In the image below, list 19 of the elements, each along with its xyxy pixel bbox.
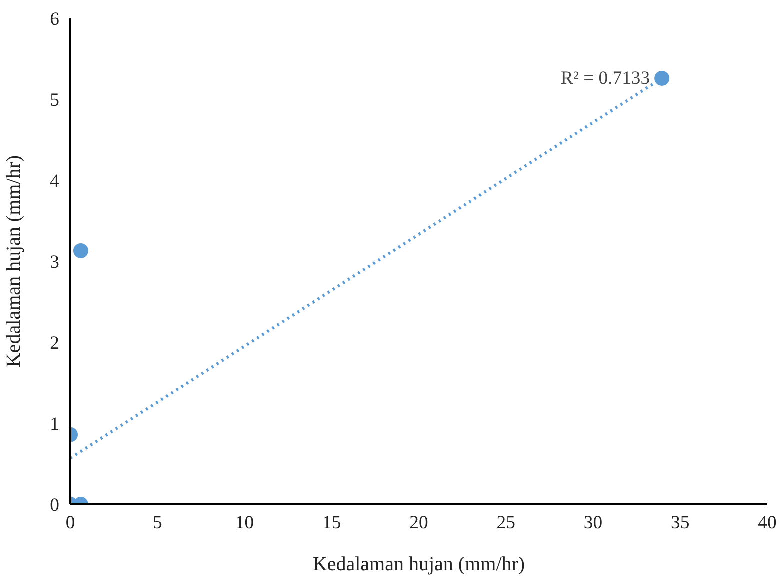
y-tick-label: 0 [50, 495, 60, 516]
x-tick-label: 5 [152, 512, 162, 534]
x-tick-label: 0 [66, 512, 76, 534]
x-tick-label: 40 [758, 512, 777, 534]
y-tick-label: 1 [50, 414, 60, 435]
y-tick-label: 3 [50, 252, 60, 273]
y-tick-label: 5 [50, 90, 60, 111]
y-tick-label: 4 [50, 171, 60, 192]
x-axis-title: Kedalaman hujan (mm/hr) [312, 554, 526, 576]
x-tick-label: 35 [671, 512, 690, 534]
x-tick-label: 10 [235, 512, 254, 534]
x-tick-label: 20 [410, 512, 428, 534]
annotation: R² = 0.7133 [560, 68, 650, 89]
x-tick-label: 15 [322, 512, 342, 534]
y-axis-title: Kedalaman hujan (mm/hr) [3, 155, 26, 368]
x-tick-label: 30 [584, 512, 603, 534]
y-tick-label: 6 [50, 9, 60, 30]
y-tick-label: 2 [50, 333, 60, 354]
x-tick-label: 25 [496, 512, 516, 534]
